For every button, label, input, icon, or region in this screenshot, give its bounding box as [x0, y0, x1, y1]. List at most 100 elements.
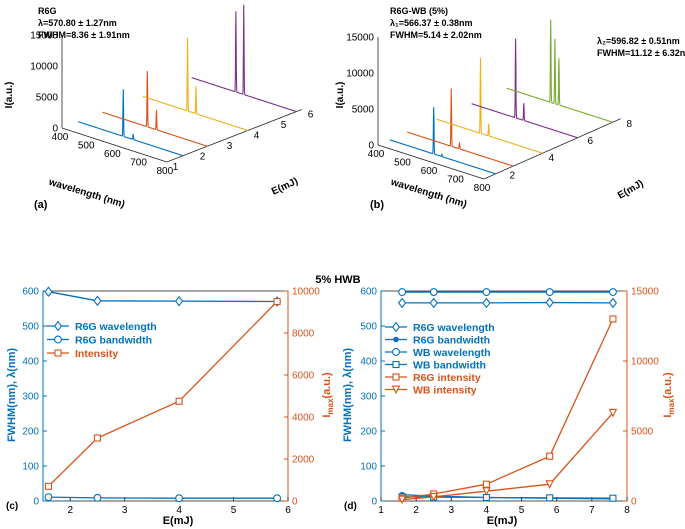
- panel-d-series-4-point: [546, 452, 554, 460]
- panel-d-legend-marker: [392, 348, 400, 356]
- panel-d-series-5-point: [429, 492, 439, 502]
- panel-d-legend-label: WB wavelength: [413, 347, 491, 359]
- panel-c-y2tick-label: 6000: [292, 371, 315, 382]
- panel-c-legend-label: R6G bandwidth: [75, 335, 152, 347]
- panel-a-xtick-label: 600: [104, 149, 121, 160]
- panel-c-ytick-label: 0: [33, 497, 39, 508]
- panel-b-xtick-label: 500: [394, 158, 411, 169]
- panel-d-series-4-point: [609, 315, 617, 323]
- panel-a-zlabel: E(mJ): [270, 176, 300, 198]
- panel-a-ytick-label: 5000: [36, 93, 59, 104]
- panel-b-ztick-label: 8: [627, 119, 633, 130]
- panel-b-spectrum-2: [436, 57, 543, 154]
- panel-d-legend-marker: [391, 321, 401, 333]
- panel-d-series-0-point: [608, 297, 618, 309]
- panel-d-label: (d): [344, 501, 357, 512]
- panel-d-ytick-label: 400: [360, 357, 377, 368]
- panel-c-series-2-point: [273, 297, 281, 306]
- panel-d-xtick-label: 6: [554, 505, 560, 516]
- panel-d-xtick-label: 7: [589, 505, 595, 516]
- panel-a-xtick-label: 500: [78, 141, 95, 152]
- panel-d-ytick-label: 0: [371, 497, 377, 508]
- panel-d-xtick-label: 8: [624, 505, 630, 516]
- panel-b-xtick-label: 800: [474, 183, 491, 194]
- panel-c-series-1-point: [93, 493, 102, 502]
- panel-a-ztick-label: 2: [200, 152, 206, 163]
- panel-a-annotation-lambda: λ=570.80 ± 1.27nm: [38, 18, 117, 28]
- panel-c-xtick-label: 5: [231, 505, 237, 516]
- panel-c-ytick-label: 100: [22, 462, 39, 473]
- panel-a-spectrum-1: [102, 70, 208, 147]
- panel-c-legend-label: R6G wavelength: [75, 321, 157, 333]
- panel-d-series-2-point: [545, 288, 554, 296]
- panel-d-ytick-label: 300: [360, 392, 377, 403]
- panel-d: (d) E(mJ) FWHM(nm), λ(nm) Imax(a.u.): [342, 348, 676, 527]
- panel-d-ytick-label: 100: [360, 462, 377, 473]
- panel-b-annotation-lambda2: λ₂=596.82 ± 0.51nm: [597, 36, 680, 46]
- panel-c-y2tick-label: 0: [292, 497, 298, 508]
- panel-c-series-1-point: [273, 494, 282, 503]
- panel-c-series-1-point: [44, 493, 53, 502]
- panel-a-annotation-title: R6G: [38, 6, 57, 16]
- panel-d-ytick-label: 600: [360, 287, 377, 298]
- panel-b-spectrum-0: [389, 107, 496, 175]
- panel-b-xtick-label: 600: [421, 166, 438, 177]
- panel-d-series-0-point: [397, 297, 407, 309]
- panel-a-spectrum-2: [142, 37, 248, 132]
- panel-c-series-0-point: [44, 286, 53, 297]
- panel-b-ztick-label: 4: [549, 153, 555, 164]
- panel-c-legend-marker: [53, 320, 63, 332]
- panel-d-xtick-label: 1: [378, 505, 384, 516]
- panel-c-y2label: Imax(a.u.): [321, 372, 335, 418]
- panel-b-xtick-label: 400: [368, 149, 385, 160]
- panel-a-ztick-label: 1: [173, 162, 179, 173]
- panel-b-spectrum-4: [506, 19, 613, 123]
- panel-c-series-1-point: [175, 494, 184, 503]
- panel-d-series-5-point: [397, 495, 407, 505]
- panel-a-xtick-label: 700: [130, 158, 147, 169]
- panel-b-ylabel: I(a.u.): [335, 82, 346, 109]
- panel-c-series-2-point: [93, 434, 101, 442]
- panel-a-spectrum-3: [191, 4, 297, 113]
- panel-d-series-5-point: [608, 408, 618, 418]
- panel-d-legend-marker: [391, 385, 401, 395]
- panel-d-series-0-point: [545, 297, 554, 308]
- panel-d-legend-label: WB bandwidth: [413, 360, 486, 372]
- panel-d-legend-label: R6G wavelength: [413, 322, 495, 334]
- panel-a-ztick-label: 4: [254, 131, 260, 142]
- panel-a-xtick-label: 400: [52, 132, 69, 143]
- panel-a-spectrum-0: [78, 89, 184, 157]
- panel-c-series-0-point: [175, 295, 184, 307]
- panel-c-y2tick-label: 10000: [292, 287, 320, 298]
- panel-d-series-0-point: [429, 297, 438, 309]
- panel-b-annotation-fwhm2: FWHM=11.12 ± 6.32nm: [597, 48, 685, 58]
- panel-a-ztick-label: 6: [308, 110, 314, 121]
- panel-c: (c) E(mJ) FWHM(nm), λ(nm) Imax(a.u.): [6, 348, 335, 527]
- panel-d-legend-marker: [392, 373, 400, 381]
- panel-d-series-2-point: [398, 288, 407, 296]
- panel-c-xtick-label: 4: [176, 505, 182, 516]
- panel-d-ylabel: FWHM(nm), λ(nm): [342, 348, 354, 442]
- panel-d-y2tick-label: 5000: [631, 427, 654, 438]
- panel-b-spectrum-3: [471, 38, 578, 139]
- panel-d-series-5-line: [402, 412, 614, 501]
- panel-b-label: (b): [370, 199, 384, 211]
- panel-a-label: (a): [34, 199, 48, 211]
- panel-b-ytick-label: 10000: [346, 69, 374, 80]
- panel-d-series-5-point: [482, 487, 491, 496]
- panel-b-ztick-label: 2: [510, 170, 516, 181]
- panel-c-y2tick-label: 2000: [292, 455, 315, 466]
- panel-a-energy-axis: [166, 109, 302, 163]
- panel-d-legend-label: R6G bandwidth: [413, 335, 490, 347]
- panel-d-ytick-label: 500: [360, 322, 377, 333]
- panel-c-series-1-line: [48, 496, 278, 499]
- panel-c-series-2-point: [175, 397, 183, 405]
- panel-b-annotation-fwhm1: FWHM=5.14 ± 2.02nm: [390, 30, 482, 40]
- panel-d-y2tick-label: 15000: [631, 287, 659, 298]
- panel-c-ytick-label: 500: [22, 322, 39, 333]
- panel-d-series-3-point: [546, 494, 554, 502]
- panel-d-series-2-point: [429, 288, 438, 296]
- panel-c-legend-marker: [54, 349, 62, 357]
- panel-a-ytick-label: 10000: [30, 62, 58, 73]
- panel-c-legend-label: Intensity: [75, 348, 118, 360]
